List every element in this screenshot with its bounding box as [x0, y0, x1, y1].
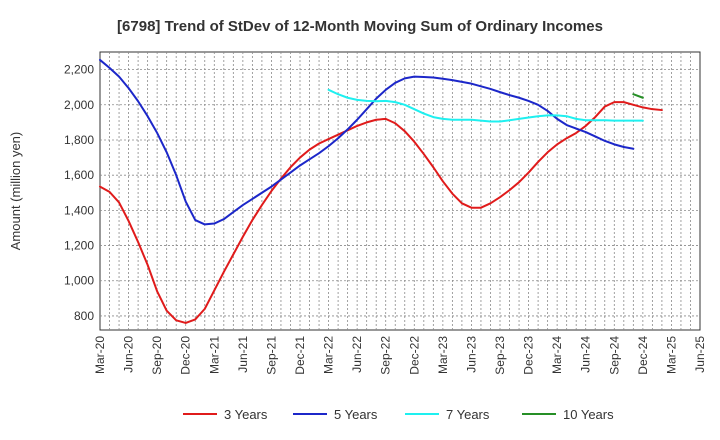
y-tick-label: 1,600: [64, 168, 94, 182]
legend-label: 3 Years: [224, 407, 268, 422]
legend: 3 Years 5 Years 7 Years 10 Years: [183, 407, 614, 422]
series-layer: [99, 58, 663, 324]
x-tick-label: Sep-22: [379, 336, 393, 375]
x-tick-label: Jun-22: [350, 336, 364, 373]
x-tick-label: Sep-23: [493, 336, 507, 375]
chart-title: [6798] Trend of StDev of 12-Month Moving…: [117, 18, 603, 35]
series-line-7-years: [327, 88, 644, 123]
y-tick-label: 1,800: [64, 133, 94, 147]
x-tick-label: Dec-22: [407, 336, 421, 375]
x-tick-label: Jun-20: [122, 336, 136, 373]
y-tick-label: 1,000: [64, 274, 94, 288]
series-line-5-years: [99, 58, 635, 226]
x-tick-label: Jun-24: [579, 336, 593, 373]
series-line-10-years: [632, 93, 644, 99]
x-tick-label: Dec-23: [522, 336, 536, 375]
x-tick-label: Sep-21: [264, 336, 278, 375]
x-tick-label: Dec-20: [179, 336, 193, 375]
y-axis-label: Amount (million yen): [8, 132, 23, 251]
x-tick-label: Jun-23: [464, 336, 478, 373]
y-tick-label: 2,000: [64, 98, 94, 112]
x-axis-ticks: Mar-20 Jun-20 Sep-20 Dec-20 Mar-21 Jun-21 Sep-…: [93, 336, 707, 375]
legend-label: 7 Years: [446, 407, 490, 422]
x-tick-label: Mar-23: [436, 336, 450, 374]
x-tick-label: Mar-20: [93, 336, 107, 374]
y-axis-ticks: 800 1,000 1,200 1,400 1,600 1,800 2,000 2,200: [64, 63, 94, 323]
grid: [100, 52, 700, 330]
y-tick-label: 1,400: [64, 203, 94, 217]
x-tick-label: Sep-20: [150, 336, 164, 375]
y-tick-label: 2,200: [64, 63, 94, 77]
x-tick-label: Dec-24: [636, 336, 650, 375]
x-tick-label: Mar-25: [664, 336, 678, 374]
x-tick-label: Jun-21: [236, 336, 250, 373]
legend-label: 10 Years: [563, 407, 614, 422]
x-tick-label: Mar-22: [322, 336, 336, 374]
x-tick-label: Mar-24: [550, 336, 564, 374]
x-tick-label: Sep-24: [607, 336, 621, 375]
y-tick-label: 1,200: [64, 239, 94, 253]
series-line-3-years: [99, 101, 663, 324]
plot-area: [99, 51, 701, 331]
x-tick-label: Dec-21: [293, 336, 307, 375]
y-tick-label: 800: [74, 309, 94, 323]
x-tick-label: Jun-25: [693, 336, 707, 373]
x-tick-label: Mar-21: [207, 336, 221, 374]
legend-label: 5 Years: [334, 407, 378, 422]
